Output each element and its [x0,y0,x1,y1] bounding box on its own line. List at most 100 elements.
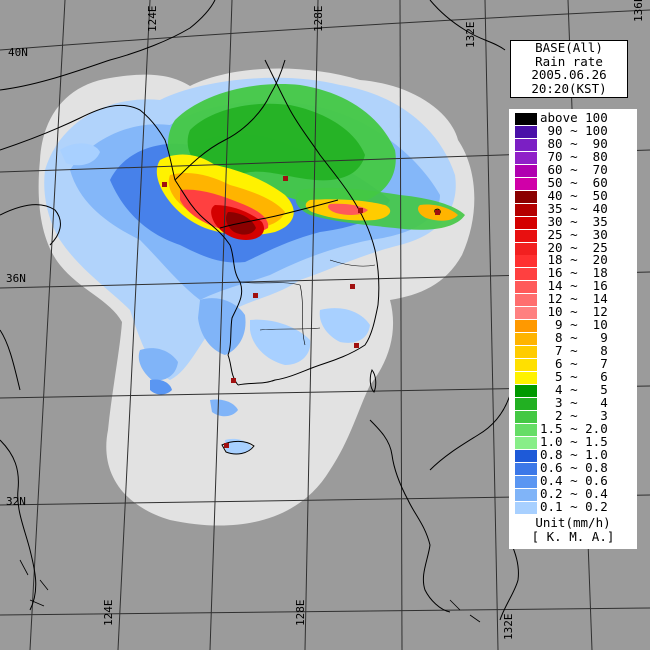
radar-sites [162,176,440,448]
russia-coast [429,0,506,51]
product-date: 2005.06.26 [531,67,607,82]
meridian-128E [304,0,319,650]
legend-entry: 0.8 ~ 1.0 [509,448,637,464]
legend-label: 14 ~ 16 [540,278,608,294]
radar-site-marker [231,378,236,383]
japan-kyushu [369,419,451,613]
legend-swatch [515,216,537,229]
dmz-line [219,199,339,229]
legend-label: 1.0 ~ 1.5 [540,433,608,449]
lon-label-124E-bottom: 124E [102,600,115,627]
legend-swatch [515,462,537,475]
legend-label: 20 ~ 25 [540,239,608,255]
lat-label-40N: 40N [8,46,28,59]
legend-entry: 30 ~ 35 [509,213,637,231]
legend-swatch [515,410,537,423]
japan-honshu [429,394,511,471]
legend-swatch [515,190,537,203]
grid-labels: 40N 36N 32N 124E 128E 132E 136E 124E 128… [6,0,645,640]
legend-entry: 4 ~ 5 [509,381,637,399]
legend-swatch [515,281,537,294]
legend-label: 80 ~ 90 [540,135,608,151]
legend-swatch [515,436,537,449]
legend-entry: 35 ~ 40 [509,202,637,218]
legend-label: above 100 [540,110,608,125]
title-box: BASE(All) Rain rate 2005.06.26 20:20(KST… [510,40,628,98]
legend-label: 1.5 ~ 2.0 [540,420,608,436]
japan-west-coast [499,539,519,621]
lon-label-128E-top: 128E [312,6,325,33]
korea-provinces [239,259,376,346]
legend-entry: 16 ~ 18 [509,265,637,282]
legend-entry: 80 ~ 90 [509,135,637,153]
radar-site-marker [162,182,167,187]
legend-label: 50 ~ 60 [540,174,608,190]
legend-entry: 0.2 ~ 0.4 [509,485,637,503]
legend-swatch [515,138,537,151]
lat-label-36N: 36N [6,272,26,285]
legend-label: 16 ~ 18 [540,265,608,281]
legend-entry: above 100 [509,110,637,127]
radar-site-marker [354,343,359,348]
legend-swatch [515,307,537,320]
legend-entry: 12 ~ 14 [509,291,637,308]
legend-entry: 5 ~ 6 [509,369,637,386]
lon-label-136E-top: 136E [632,0,645,22]
lon-label-124E-top: 124E [146,6,159,33]
meridian-126E [209,0,233,650]
legend-entry: 10 ~ 12 [509,304,637,321]
meridian-124E [117,0,151,650]
legend-label: 0.6 ~ 0.8 [540,459,608,475]
legend-swatch [515,397,537,410]
legend-label: 60 ~ 70 [540,161,608,177]
legend-swatch [515,475,537,488]
legend-swatch [515,423,537,436]
legend-label: 0.1 ~ 0.2 [540,498,608,514]
radar-site-marker [350,284,355,289]
jeju-island [221,440,255,455]
legend-label: 4 ~ 5 [540,381,608,397]
legend-swatch [515,242,537,255]
shandong-coast [0,204,61,246]
legend-entry: 2 ~ 3 [509,409,637,425]
legend-entry: 20 ~ 25 [509,239,637,257]
lon-label-128E-bottom: 128E [294,600,307,627]
legend-swatch [515,384,537,397]
legend-label: 5 ~ 6 [540,369,608,384]
legend-label: 9 ~ 10 [540,317,608,333]
liaodong-coast [0,104,176,181]
legend-swatch [515,268,537,281]
lon-label-132E-top: 132E [464,22,477,49]
korea-south-coast [237,304,379,386]
legend-label: 18 ~ 20 [540,252,608,268]
legend-label: 30 ~ 35 [540,213,608,229]
legend-entry: 60 ~ 70 [509,161,637,179]
legend-label: 0.2 ~ 0.4 [540,485,608,501]
legend-label: 25 ~ 30 [540,226,608,242]
china-east-coast [0,329,37,611]
legend-swatch [515,449,537,462]
legend-swatch [515,346,537,359]
legend-label: 8 ~ 9 [540,330,608,346]
legend-label: 12 ~ 14 [540,291,608,307]
legend-entry: 90 ~ 100 [509,124,637,140]
legend-entry: 3 ~ 4 [509,394,637,412]
legend-entry: 6 ~ 7 [509,357,637,373]
legend-label: 10 ~ 12 [540,304,608,320]
meridian-130E [399,0,403,650]
parallel-30N [0,607,650,616]
legend-label: 7 ~ 8 [540,343,608,359]
china-korea-border [174,59,286,181]
legend-entry: 8 ~ 9 [509,330,637,347]
legend-label: 3 ~ 4 [540,394,608,410]
legend-entry: 14 ~ 16 [509,278,637,295]
lat-label-32N: 32N [6,495,26,508]
legend-swatch [515,488,537,501]
product-name: BASE(All) [535,40,603,55]
radar-site-marker [253,293,258,298]
legend-swatch [515,372,537,384]
legend-label: 70 ~ 80 [540,148,608,164]
tsushima [369,368,377,393]
